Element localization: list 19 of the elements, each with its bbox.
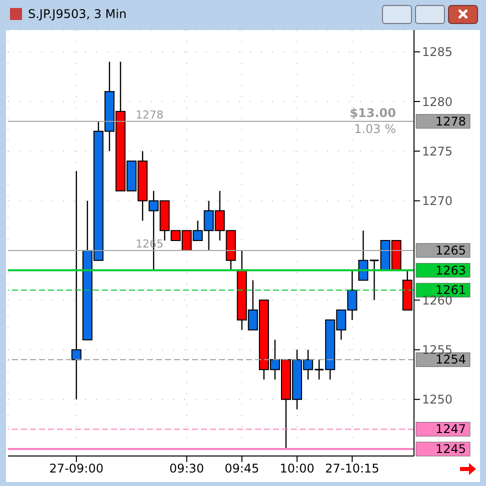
annotation: 1.03 % — [354, 122, 396, 136]
x-tick-label: 10:00 — [280, 462, 314, 476]
y-tick-label: 1275 — [422, 144, 453, 158]
y-tick-label: 1270 — [422, 194, 453, 208]
y-tick-label: 1280 — [422, 94, 453, 109]
ref-line-label: 1263 — [435, 263, 466, 278]
ref-line-label: 1265 — [435, 243, 466, 258]
x-tick-label: 09:30 — [169, 462, 204, 476]
y-tick-label: 1285 — [422, 45, 453, 60]
x-tick-label: 27-09:00 — [49, 462, 104, 476]
x-tick-label: 09:45 — [224, 462, 260, 476]
annotation: $13.00 — [350, 106, 396, 120]
ref-line-label: 1278 — [435, 114, 466, 128]
x-tick-label: 27-10:15 — [325, 462, 380, 476]
y-tick-label: 1250 — [422, 392, 453, 407]
ref-line-label: 1247 — [435, 422, 466, 436]
chart-title: S.JP.J9503, 3 Min — [28, 7, 127, 21]
ref-line-label: 1245 — [435, 442, 466, 456]
annotation: 1278 — [136, 108, 164, 122]
